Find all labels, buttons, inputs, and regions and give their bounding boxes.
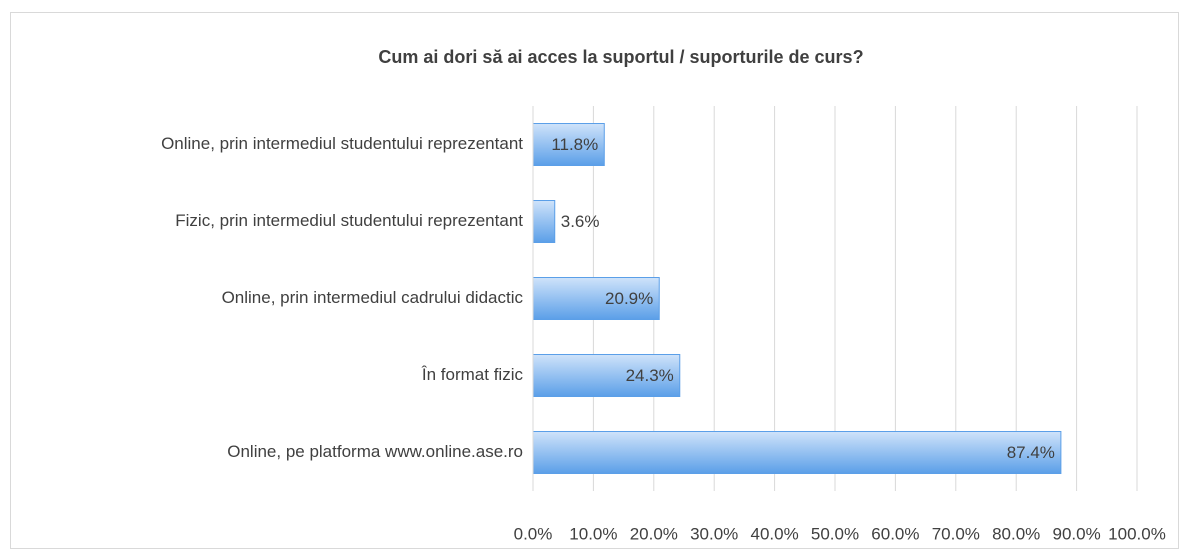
data-label: 11.8% [551, 135, 598, 154]
y-tick-label: În format fizic [421, 365, 524, 384]
bar [532, 431, 1062, 474]
bar [532, 200, 556, 243]
x-tick-label: 40.0% [750, 524, 798, 543]
y-tick-label: Fizic, prin intermediul studentului repr… [175, 211, 523, 230]
data-label: 3.6% [561, 212, 600, 231]
y-tick-label: Online, prin intermediul studentului rep… [161, 134, 523, 153]
data-label: 24.3% [626, 366, 674, 385]
x-tick-label: 100.0% [1108, 524, 1166, 543]
x-tick-label: 80.0% [992, 524, 1040, 543]
x-tick-label: 90.0% [1052, 524, 1100, 543]
x-tick-label: 10.0% [569, 524, 617, 543]
chart-title: Cum ai dori să ai acces la suportul / su… [378, 47, 863, 67]
x-tick-label: 0.0% [514, 524, 553, 543]
bar [532, 123, 605, 166]
x-tick-label: 60.0% [871, 524, 919, 543]
x-tick-label: 30.0% [690, 524, 738, 543]
x-tick-label: 70.0% [932, 524, 980, 543]
y-tick-label: Online, prin intermediul cadrului didact… [222, 288, 524, 307]
x-tick-label: 50.0% [811, 524, 859, 543]
bar [532, 354, 681, 397]
data-label: 87.4% [1007, 443, 1055, 462]
y-tick-label: Online, pe platforma www.online.ase.ro [227, 442, 523, 461]
data-label: 20.9% [605, 289, 653, 308]
x-tick-label: 20.0% [630, 524, 678, 543]
